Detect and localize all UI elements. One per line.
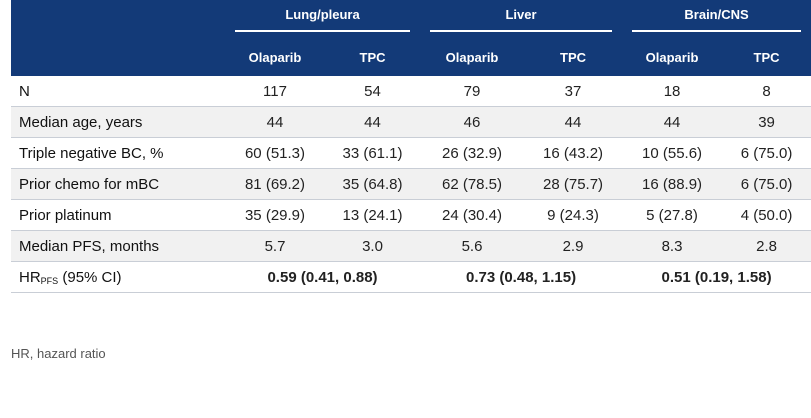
row-label: N (11, 76, 225, 107)
table-cell: 117 (225, 76, 325, 107)
table-cell: 79 (420, 76, 525, 107)
group-header-row: Lung/pleura Liver Brain/CNS (11, 0, 811, 38)
row-label: Median PFS, months (11, 230, 225, 262)
row-label-hr: HRPFS (95% CI) (11, 261, 225, 293)
group-label: Brain/CNS (632, 7, 802, 32)
table-cell: 16 (88.9) (622, 168, 723, 200)
table-row: Median PFS, months 5.7 3.0 5.6 2.9 8.3 2… (11, 230, 811, 262)
hr-label-main: HR (19, 268, 41, 286)
table-cell: 37 (524, 76, 623, 107)
hr-value-liver: 0.73 (0.48, 1.15) (420, 261, 623, 293)
group-header-lung: Lung/pleura (225, 0, 421, 38)
subheader-olaparib: Olaparib (225, 38, 325, 76)
table-cell: 3.0 (325, 230, 421, 262)
table-cell: 44 (622, 106, 723, 138)
subheader-row: Olaparib TPC Olaparib TPC Olaparib TPC (11, 38, 811, 76)
row-label: Median age, years (11, 106, 225, 138)
table-cell: 39 (722, 106, 811, 138)
subheader-tpc: TPC (524, 38, 623, 76)
table-cell: 16 (43.2) (524, 137, 623, 169)
table-cell: 60 (51.3) (225, 137, 325, 169)
row-label: Triple negative BC, % (11, 137, 225, 169)
group-label: Liver (430, 7, 613, 32)
footnote: HR, hazard ratio (11, 346, 106, 361)
table-cell: 44 (524, 106, 623, 138)
table-cell: 8 (722, 76, 811, 107)
group-label: Lung/pleura (235, 7, 411, 32)
group-header-liver: Liver (420, 0, 623, 38)
table-row: N 117 54 79 37 18 8 (11, 76, 811, 107)
table-cell: 9 (24.3) (524, 199, 623, 231)
table-cell: 44 (225, 106, 325, 138)
hazard-ratio-row: HRPFS (95% CI) 0.59 (0.41, 0.88) 0.73 (0… (11, 261, 811, 293)
table-cell: 46 (420, 106, 525, 138)
header-blank (11, 38, 225, 76)
table-cell: 5 (27.8) (622, 199, 723, 231)
table-cell: 10 (55.6) (622, 137, 723, 169)
subheader-olaparib: Olaparib (622, 38, 723, 76)
row-label: Prior platinum (11, 199, 225, 231)
row-label: Prior chemo for mBC (11, 168, 225, 200)
table-cell: 6 (75.0) (722, 168, 811, 200)
group-header-brain: Brain/CNS (622, 0, 811, 38)
table-cell: 81 (69.2) (225, 168, 325, 200)
table-cell: 35 (64.8) (325, 168, 421, 200)
hr-value-brain: 0.51 (0.19, 1.58) (622, 261, 811, 293)
table-cell: 28 (75.7) (524, 168, 623, 200)
table-cell: 5.6 (420, 230, 525, 262)
hr-value-lung: 0.59 (0.41, 0.88) (225, 261, 421, 293)
table-row: Median age, years 44 44 46 44 44 39 (11, 106, 811, 138)
table-row: Triple negative BC, % 60 (51.3) 33 (61.1… (11, 137, 811, 169)
table-cell: 8.3 (622, 230, 723, 262)
table-cell: 26 (32.9) (420, 137, 525, 169)
characteristics-table: Lung/pleura Liver Brain/CNS Olaparib TPC… (11, 0, 811, 293)
table-cell: 33 (61.1) (325, 137, 421, 169)
table-cell: 13 (24.1) (325, 199, 421, 231)
table-cell: 62 (78.5) (420, 168, 525, 200)
table-cell: 35 (29.9) (225, 199, 325, 231)
hr-label-sub: PFS (40, 275, 59, 286)
table-cell: 2.8 (722, 230, 811, 262)
subheader-tpc: TPC (722, 38, 811, 76)
table-cell: 54 (325, 76, 421, 107)
table-cell: 18 (622, 76, 723, 107)
table-row: Prior chemo for mBC 81 (69.2) 35 (64.8) … (11, 168, 811, 200)
hr-label-rest: (95% CI) (58, 268, 122, 286)
table-cell: 2.9 (524, 230, 623, 262)
table-row: Prior platinum 35 (29.9) 13 (24.1) 24 (3… (11, 199, 811, 231)
table-cell: 6 (75.0) (722, 137, 811, 169)
table-cell: 4 (50.0) (722, 199, 811, 231)
table-cell: 44 (325, 106, 421, 138)
header-blank (11, 0, 225, 38)
subheader-tpc: TPC (325, 38, 421, 76)
table-cell: 24 (30.4) (420, 199, 525, 231)
table-cell: 5.7 (225, 230, 325, 262)
subheader-olaparib: Olaparib (420, 38, 525, 76)
